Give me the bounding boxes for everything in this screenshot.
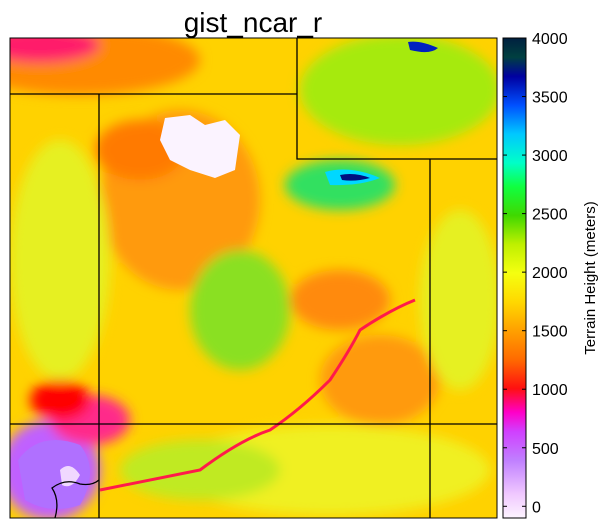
map-frame: [9, 37, 498, 519]
colorbar-label: Terrain Height (meters): [582, 201, 599, 354]
colorbar-tick-label: 3500: [532, 90, 568, 107]
colorbar-tick-label: 3000: [532, 148, 568, 165]
colorbar-tick-label: 2000: [532, 265, 568, 282]
colorbar-tick-label: 4000: [532, 31, 568, 48]
chart-title: gist_ncar_r: [184, 7, 323, 38]
boundary-lines: [10, 38, 497, 519]
colorbar-tick-label: 1500: [532, 324, 568, 341]
terrain-map: [10, 38, 497, 518]
colorbar-gradient: [502, 37, 527, 519]
colorbar: 0 500 1000 1500 2000 2500 3000 3500 4000 Terrain…: [502, 31, 599, 519]
colorbar-tick-label: 500: [532, 441, 559, 458]
colorbar-tick-label: 0: [532, 499, 541, 516]
colorbar-tick-label: 1000: [532, 382, 568, 399]
colorbar-ticks: 0 500 1000 1500 2000 2500 3000 3500 4000: [503, 31, 568, 516]
colorbar-tick-label: 2500: [532, 207, 568, 224]
